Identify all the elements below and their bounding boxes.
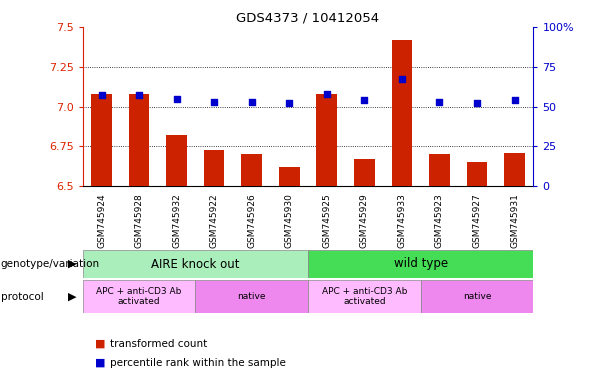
Point — [284, 100, 294, 106]
Text: GSM745932: GSM745932 — [172, 193, 181, 248]
Text: transformed count: transformed count — [110, 339, 208, 349]
Bar — [83, 250, 308, 278]
Text: APC + anti-CD3 Ab
activated: APC + anti-CD3 Ab activated — [322, 287, 407, 306]
Text: GSM745928: GSM745928 — [135, 193, 143, 248]
Text: wild type: wild type — [394, 258, 447, 270]
Bar — [316, 94, 337, 186]
Point — [359, 97, 369, 103]
Bar — [91, 94, 112, 186]
Text: percentile rank within the sample: percentile rank within the sample — [110, 358, 286, 368]
Point — [97, 92, 107, 98]
Text: GSM745924: GSM745924 — [97, 193, 106, 248]
Bar — [466, 162, 487, 186]
Text: GSM745927: GSM745927 — [473, 193, 481, 248]
Text: GSM745929: GSM745929 — [360, 193, 369, 248]
Bar — [354, 159, 375, 186]
Title: GDS4373 / 10412054: GDS4373 / 10412054 — [237, 11, 379, 24]
Point — [509, 97, 519, 103]
Text: ■: ■ — [95, 339, 105, 349]
Point — [172, 96, 181, 102]
Text: GSM745926: GSM745926 — [247, 193, 256, 248]
Bar — [83, 280, 196, 313]
Bar — [308, 250, 533, 278]
Point — [472, 100, 482, 106]
Bar — [421, 280, 533, 313]
Point — [435, 99, 444, 105]
Point — [209, 99, 219, 105]
Text: genotype/variation: genotype/variation — [1, 259, 100, 269]
Text: AIRE knock out: AIRE knock out — [151, 258, 240, 270]
Point — [397, 76, 407, 83]
Text: ■: ■ — [95, 358, 105, 368]
Bar — [392, 40, 412, 186]
Text: ▶: ▶ — [68, 259, 77, 269]
Text: ▶: ▶ — [68, 291, 77, 302]
Point — [247, 99, 257, 105]
Bar — [166, 135, 187, 186]
Text: GSM745930: GSM745930 — [285, 193, 294, 248]
Point — [322, 91, 332, 97]
Bar — [129, 94, 150, 186]
Text: GSM745931: GSM745931 — [510, 193, 519, 248]
Bar — [196, 280, 308, 313]
Text: GSM745925: GSM745925 — [322, 193, 331, 248]
Bar — [504, 153, 525, 186]
Point — [134, 92, 144, 98]
Bar — [308, 280, 421, 313]
Bar — [204, 150, 224, 186]
Bar — [279, 167, 300, 186]
Bar — [242, 154, 262, 186]
Text: APC + anti-CD3 Ab
activated: APC + anti-CD3 Ab activated — [96, 287, 182, 306]
Text: GSM745922: GSM745922 — [210, 193, 219, 248]
Text: native: native — [237, 292, 266, 301]
Text: protocol: protocol — [1, 291, 44, 302]
Bar — [429, 154, 450, 186]
Text: GSM745933: GSM745933 — [397, 193, 406, 248]
Text: GSM745923: GSM745923 — [435, 193, 444, 248]
Text: native: native — [463, 292, 491, 301]
